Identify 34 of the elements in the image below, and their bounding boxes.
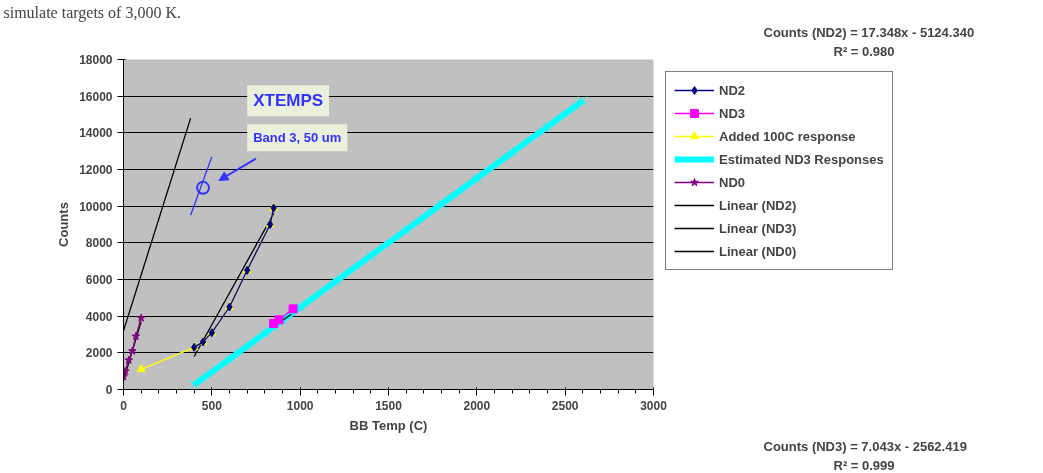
- x-tick-label: 2500: [551, 398, 579, 413]
- legend-label: Added 100C response: [719, 128, 856, 144]
- y-tick-label: 4000: [85, 309, 113, 324]
- y-tick-label: 16000: [79, 89, 113, 104]
- text: R² = 0.980: [833, 43, 895, 59]
- y-tick-label: 0: [105, 383, 113, 397]
- legend-label: ND0: [719, 174, 746, 190]
- y-tick-label: 14000: [79, 126, 113, 141]
- y-tick-label: 12000: [79, 163, 113, 177]
- y-tick-label: 2000: [85, 346, 113, 361]
- legend-label: Estimated ND3 Responses: [719, 151, 884, 167]
- x-tick-label: 3000: [640, 398, 668, 413]
- text: R² = 0.999: [833, 457, 895, 473]
- legend-label: ND2: [719, 82, 746, 98]
- x-tick-label: 500: [201, 398, 223, 413]
- y-tick-label: 6000: [85, 273, 113, 287]
- legend-label: Linear (ND0): [719, 243, 797, 259]
- annotation: Band 3, 50 um: [253, 130, 342, 146]
- text: simulate targets of 3,000 K.: [3, 3, 181, 22]
- x-tick-label: 2000: [463, 398, 491, 413]
- legend-label: Linear (ND2): [719, 197, 797, 213]
- legend-label: Linear (ND3): [719, 220, 797, 236]
- x-tick-label: 0: [120, 398, 128, 413]
- x-tick-label: 1500: [375, 398, 403, 413]
- y-axis-title: Counts: [56, 202, 72, 247]
- x-tick-label: 1000: [286, 398, 314, 413]
- y-tick-label: 10000: [79, 199, 113, 214]
- y-tick-label: 8000: [85, 236, 113, 251]
- text: Counts (ND3) = 7.043x - 2562.419: [763, 438, 967, 454]
- text: Counts (ND2) = 17.348x - 5124.340: [763, 24, 975, 40]
- x-axis-title: BB Temp (C): [349, 417, 428, 433]
- legend-label: ND3: [719, 105, 746, 121]
- annotation: XTEMPS: [253, 91, 324, 111]
- y-tick-label: 18000: [79, 53, 113, 67]
